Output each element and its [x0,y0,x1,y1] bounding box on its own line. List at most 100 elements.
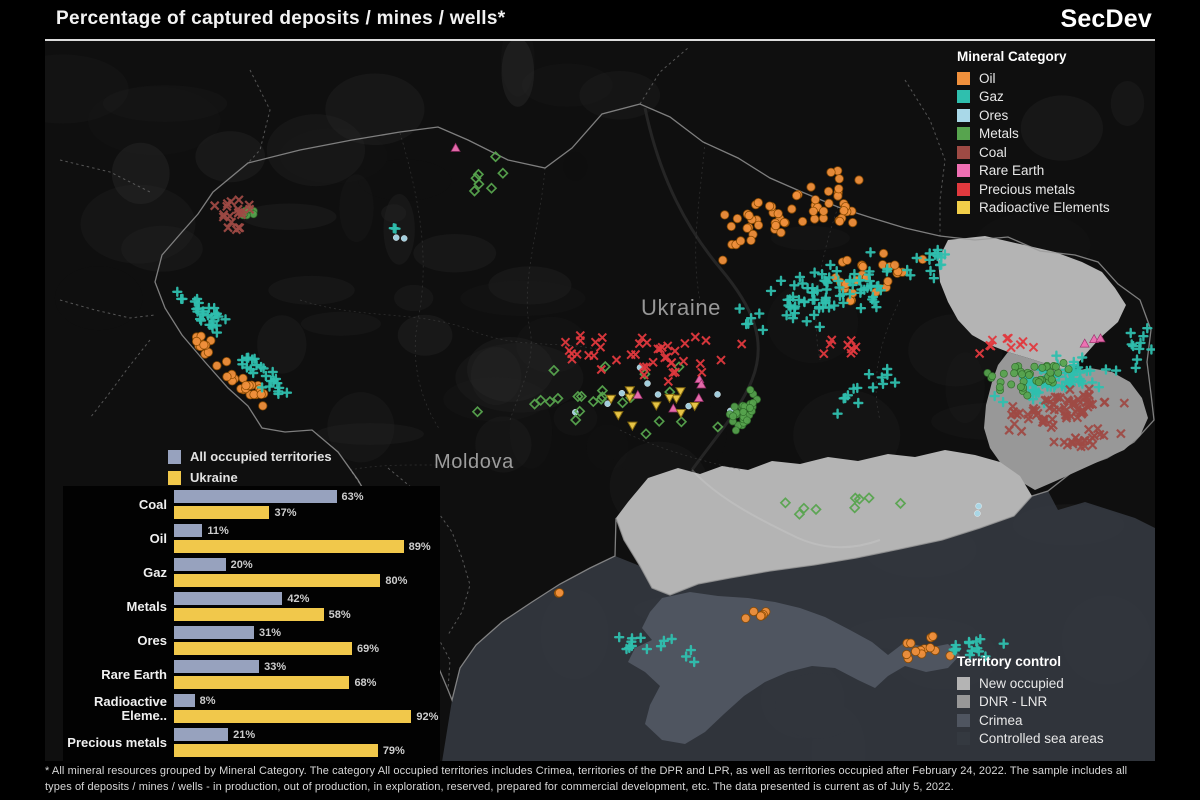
mineral-legend-label: Radioactive Elements [979,200,1110,216]
bar-value-label: 69% [357,642,380,655]
map-label-ukraine: Ukraine [641,295,722,320]
territory-legend-item-dnr-lnr[interactable]: DNR - LNR [957,693,1104,712]
bar-category-label: Rare Earth [101,666,167,682]
coal-swatch [957,145,970,159]
bar-value-label: 11% [207,524,229,537]
chart-legend-item-ukraine[interactable]: Ukraine [168,467,332,488]
bar-all-occupied-territories-rare-earth[interactable] [174,660,260,673]
dnr-lnr-swatch [957,695,970,709]
chart-row-metals: Metals 42% 58% [63,592,440,621]
territory-legend-item-crimea[interactable]: Crimea [957,711,1104,730]
bar-value-label: 33% [264,660,287,673]
controlled-sea-swatch [957,732,970,746]
territory-legend-label: Controlled sea areas [979,731,1104,747]
mineral-legend-title: Mineral Category [957,49,1067,64]
territory-legend-title: Territory control [957,654,1062,669]
territory-new-occupied-south[interactable] [616,450,1032,595]
header: Percentage of captured deposits / mines … [0,0,1200,38]
bar-value-label: 92% [416,710,439,723]
chart-row-oil: Oil 11% 89% [63,524,440,553]
bar-value-label: 80% [385,574,408,587]
radioactive-swatch [957,201,970,215]
mineral-legend-label: Precious metals [979,181,1076,197]
bar-ukraine-coal[interactable] [174,506,270,519]
bar-value-label: 58% [328,608,351,621]
bar-all-occupied-territories-oil[interactable] [174,524,203,537]
header-divider [45,39,1155,41]
bar-category-label: Metals [126,598,167,614]
mineral-legend-item-ores[interactable]: Ores [957,106,1110,125]
territory-new-occupied-northeast[interactable] [938,236,1126,372]
bar-category-label: Ores [137,632,167,648]
territory-legend-item-controlled-sea[interactable]: Controlled sea areas [957,730,1104,749]
territory-control-legend: Territory control New occupied DNR - LNR… [957,654,1104,748]
footnote: * All mineral resources grouped by Miner… [45,765,1128,793]
bar-ukraine-radioactive-eleme[interactable] [174,710,412,723]
bar-ukraine-rare-earth[interactable] [174,676,350,689]
crimea-swatch [957,713,970,727]
mineral-legend-item-rare-earth[interactable]: Rare Earth [957,162,1110,181]
territory-legend-label: DNR - LNR [979,694,1048,710]
mineral-legend-label: Gaz [979,89,1004,105]
chart-row-gaz: Gaz 20% 80% [63,558,440,587]
bar-all-occupied-territories-gaz[interactable] [174,558,226,571]
territory-crimea[interactable] [628,592,960,744]
deposit-markers[interactable] [172,142,1155,668]
chart-row-radioactive-eleme: Radioactive Eleme.. 8% 92% [63,694,440,723]
bar-category-label: Precious metals [67,734,167,750]
dnipro-river [643,107,760,471]
chart-row-precious-metals: Precious metals 21% 79% [63,728,440,757]
bar-all-occupied-territories-ores[interactable] [174,626,254,639]
mineral-legend-label: Metals [979,126,1019,142]
bar-category-label: Oil [149,530,167,546]
mineral-category-legend: Mineral Category Oil Gaz Ores Metals Coa… [957,49,1110,217]
chart-legend-label: All occupied territories [190,449,332,464]
oil-swatch [957,71,970,85]
territory-legend-item-new-occupied[interactable]: New occupied [957,674,1104,693]
bar-chart-panel: Coal 63% 37% Oil 11% 89% Gaz 20% 80% Metals 42% 58%… [63,486,440,763]
bar-value-label: 21% [233,728,256,741]
kakhovka-reservoir [691,469,881,549]
mineral-legend-item-oil[interactable]: Oil [957,69,1110,88]
occupied-series-swatch [168,449,181,464]
mineral-legend-label: Oil [979,70,996,86]
new-occupied-swatch [957,676,970,690]
ukraine-series-swatch [168,470,181,485]
bar-value-label: 31% [258,626,281,639]
mineral-legend-item-radioactive[interactable]: Radioactive Elements [957,199,1110,218]
bar-category-label: Gaz [143,564,167,580]
gaz-swatch [957,90,970,104]
map-label-moldova: Moldova [434,451,514,473]
territory-legend-label: Crimea [979,712,1023,728]
territory-legend-label: New occupied [979,675,1064,691]
mineral-legend-item-gaz[interactable]: Gaz [957,88,1110,107]
page-title: Percentage of captured deposits / mines … [56,8,506,29]
chart-row-rare-earth: Rare Earth 33% 68% [63,660,440,689]
chart-legend-item-occupied[interactable]: All occupied territories [168,446,332,467]
bar-chart-legend: All occupied territories Ukraine [168,446,332,488]
metals-swatch [957,127,970,141]
mineral-legend-label: Ores [979,107,1009,123]
mineral-legend-item-metals[interactable]: Metals [957,125,1110,144]
mineral-legend-item-coal[interactable]: Coal [957,143,1110,162]
bar-value-label: 63% [341,490,364,503]
bar-all-occupied-territories-metals[interactable] [174,592,283,605]
bar-ukraine-ores[interactable] [174,642,353,655]
ukraine-border [154,103,1155,703]
bar-ukraine-metals[interactable] [174,608,324,621]
rare-earth-swatch [957,164,970,178]
bar-all-occupied-territories-precious-metals[interactable] [174,728,229,741]
chart-row-ores: Ores 31% 69% [63,626,440,655]
bar-all-occupied-territories-radioactive-eleme[interactable] [174,694,195,707]
oblast-borders [299,132,901,471]
bar-ukraine-precious-metals[interactable] [174,744,378,757]
precious-metals-swatch [957,182,970,196]
chart-row-coal: Coal 63% 37% [63,490,440,519]
bar-value-label: 79% [382,744,405,757]
bar-ukraine-gaz[interactable] [174,574,381,587]
mineral-legend-item-precious-metals[interactable]: Precious metals [957,180,1110,199]
bar-ukraine-oil[interactable] [174,540,404,553]
bar-all-occupied-territories-coal[interactable] [174,490,337,503]
mineral-legend-label: Coal [979,144,1007,160]
